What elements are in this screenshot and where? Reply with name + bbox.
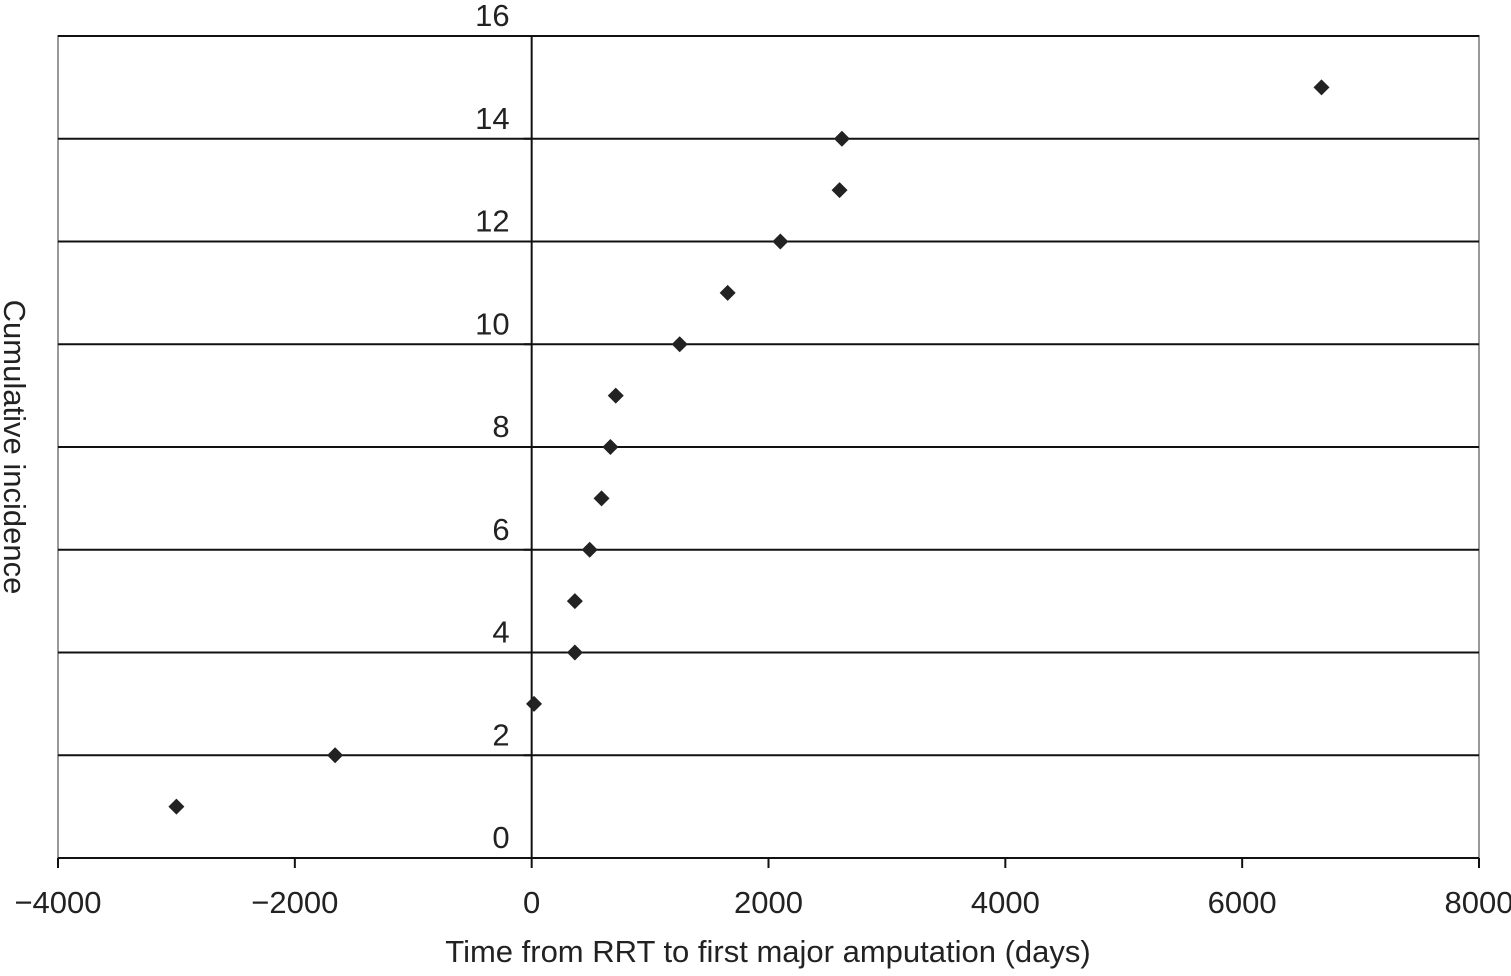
y-axis-label: Cumulative incidence xyxy=(0,300,32,595)
y-tick-label: 8 xyxy=(492,409,509,444)
y-tick-label: 16 xyxy=(475,0,509,33)
y-tick-label: 2 xyxy=(492,717,509,752)
data-point xyxy=(581,541,598,558)
x-tick-label: 8000 xyxy=(1445,885,1511,920)
x-tick-label: −2000 xyxy=(251,885,338,920)
y-tick-label: 0 xyxy=(492,820,509,855)
x-tick-label: 0 xyxy=(523,885,540,920)
x-axis-label: Time from RRT to first major amputation … xyxy=(445,934,1090,969)
data-point xyxy=(168,798,185,815)
data-point xyxy=(566,644,583,661)
data-point xyxy=(671,336,688,353)
data-point xyxy=(526,695,543,712)
data-point xyxy=(1313,79,1330,96)
y-tick-label: 14 xyxy=(475,101,509,136)
x-tick-label: 6000 xyxy=(1208,885,1277,920)
data-point xyxy=(327,747,344,764)
x-tick-label: 2000 xyxy=(734,885,803,920)
data-point xyxy=(593,490,610,507)
data-point xyxy=(831,182,848,199)
x-tick-label: 4000 xyxy=(971,885,1040,920)
data-point xyxy=(566,593,583,610)
data-point xyxy=(607,387,624,404)
y-tick-label: 12 xyxy=(475,204,509,239)
y-tick-label: 10 xyxy=(475,306,509,341)
data-point xyxy=(719,284,736,301)
y-tick-label: 4 xyxy=(492,615,509,650)
x-tick-label: −4000 xyxy=(14,885,101,920)
data-point xyxy=(772,233,789,250)
y-tick-label: 6 xyxy=(492,512,509,547)
data-point xyxy=(833,130,850,147)
data-point xyxy=(602,439,619,455)
